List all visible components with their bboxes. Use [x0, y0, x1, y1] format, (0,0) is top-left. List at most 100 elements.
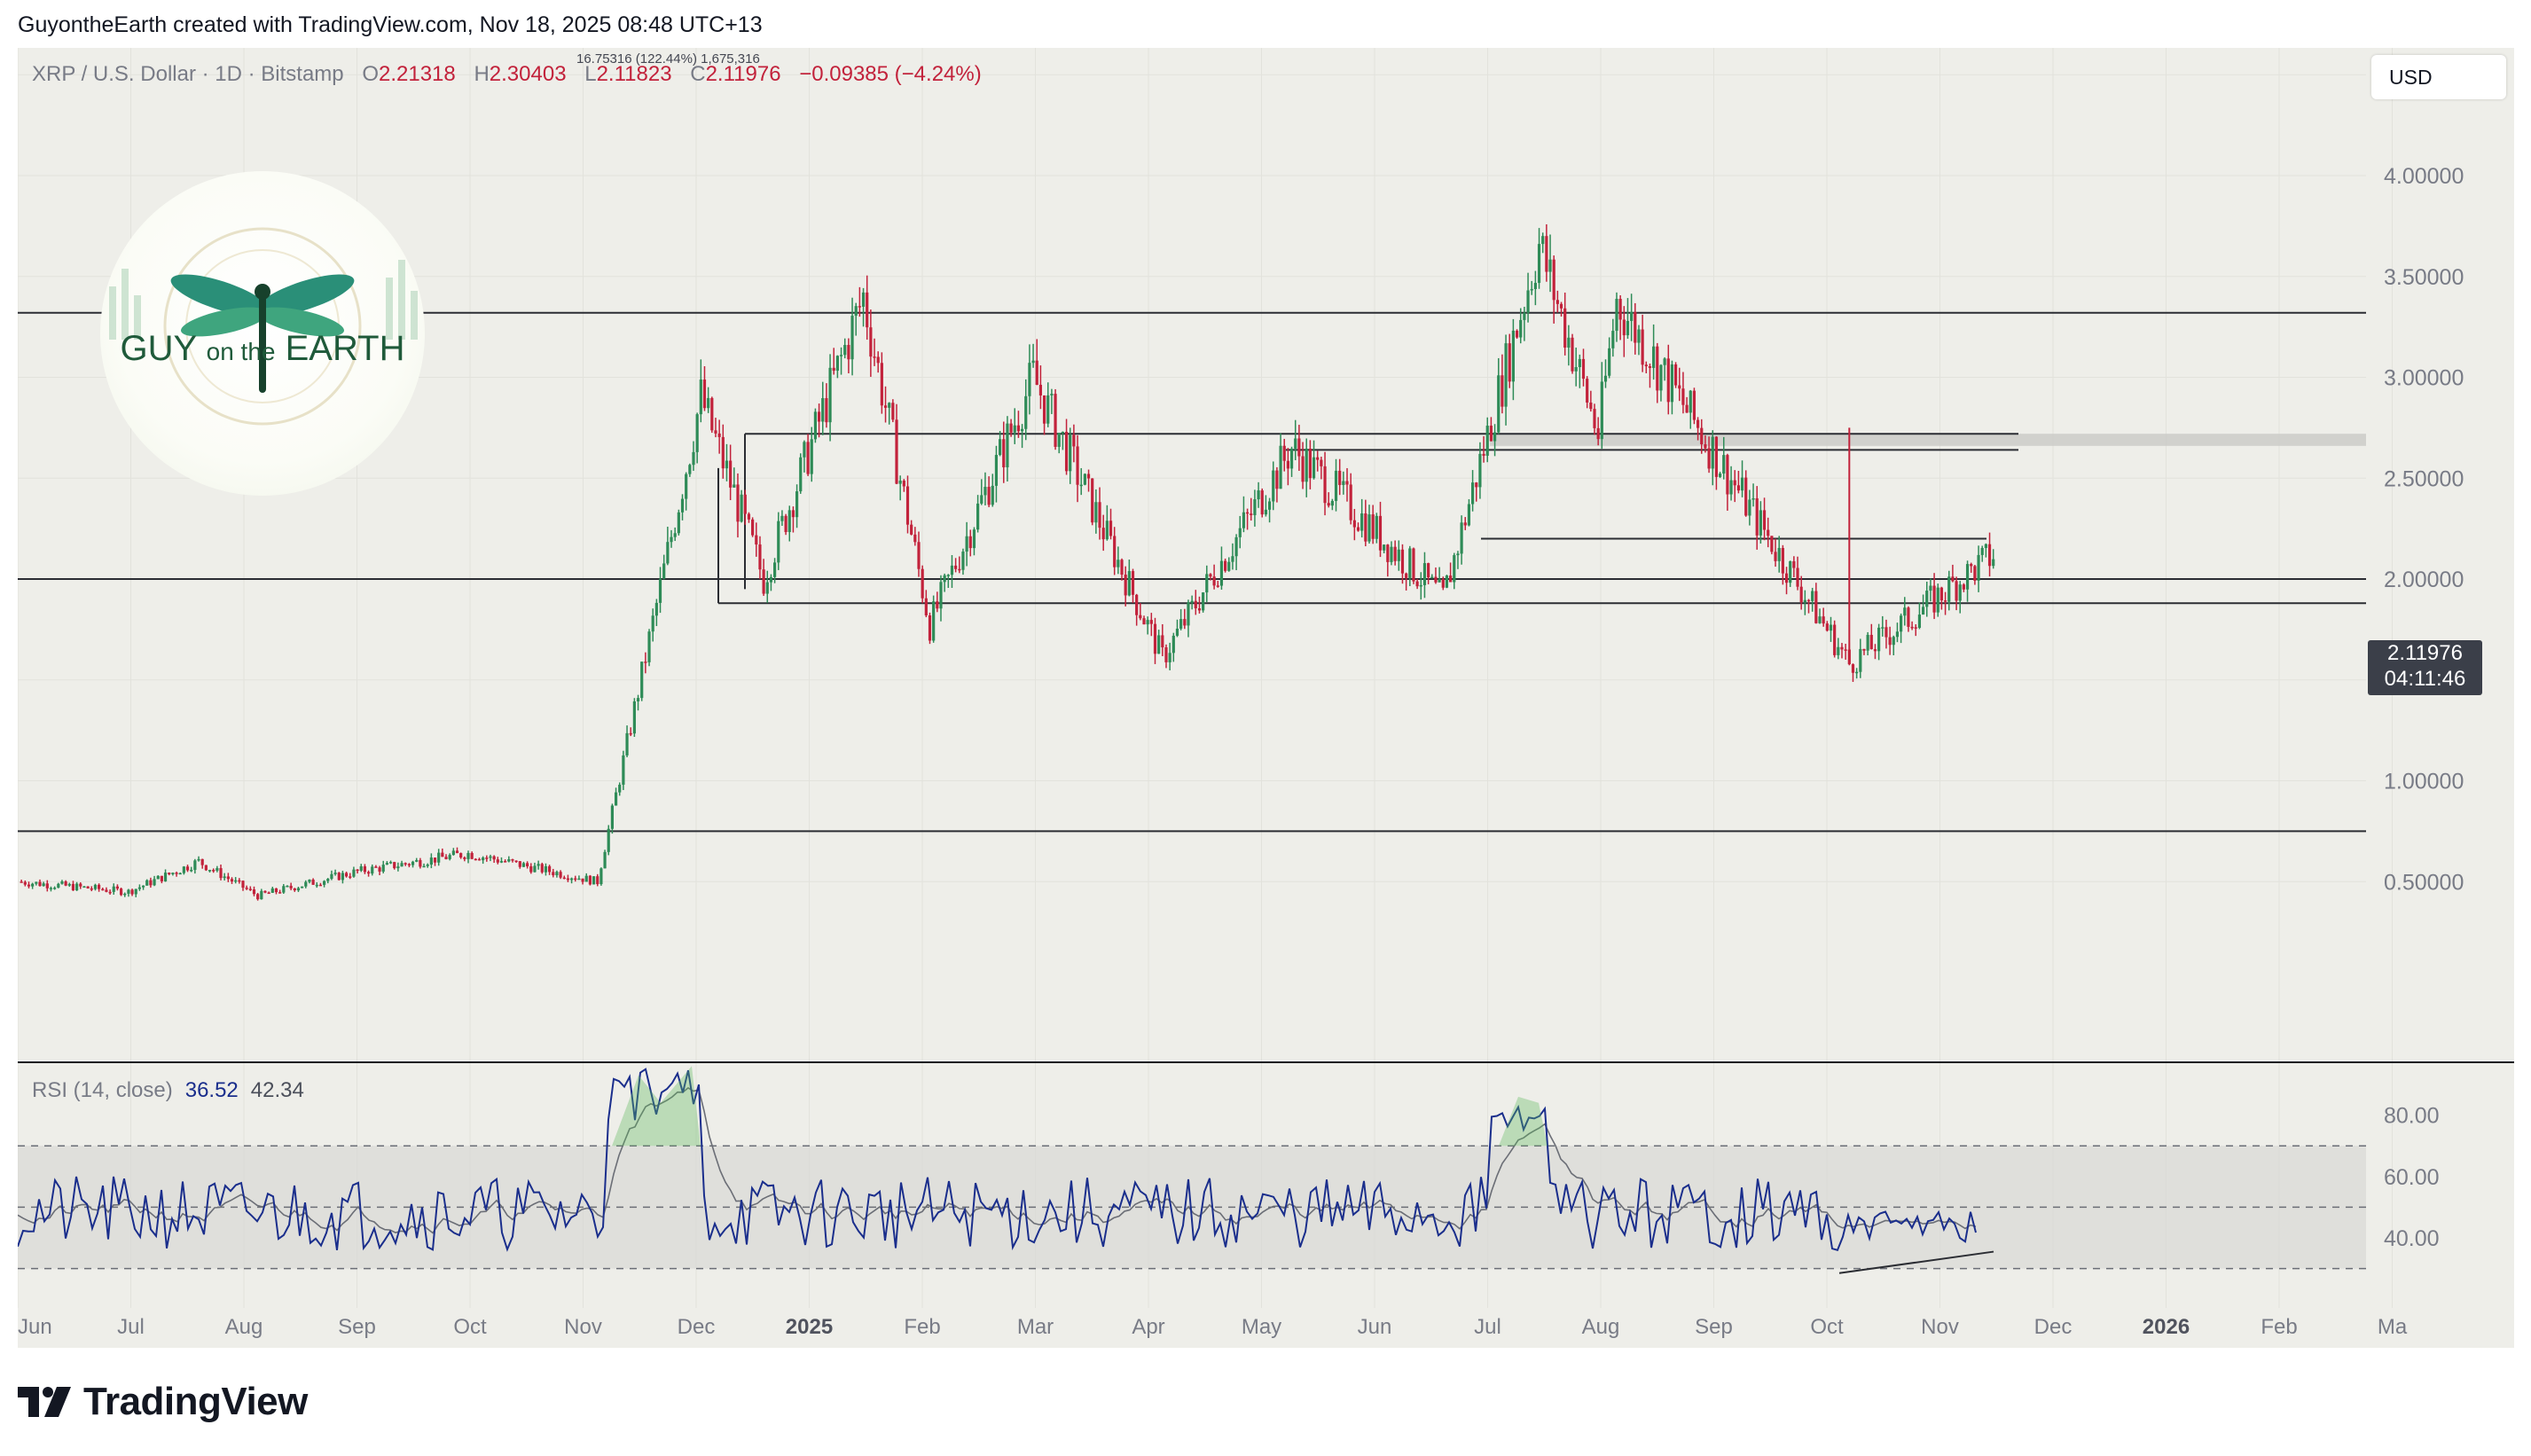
candle-body [954, 565, 958, 569]
candle-body [1320, 459, 1323, 466]
candle-body [584, 875, 588, 882]
candle-body [1485, 426, 1489, 456]
y-tick-label: 4.00000 [2384, 164, 2464, 189]
candle-body [828, 367, 832, 423]
candle-body [1086, 474, 1091, 479]
candle-body [843, 345, 847, 356]
candle-body [1135, 594, 1139, 615]
candle-body [112, 886, 115, 892]
candle-body [38, 881, 42, 887]
candle-body [404, 863, 407, 865]
symbol-legend: XRP / U.S. Dollar · 1D · Bitstamp O2.213… [32, 62, 994, 87]
candle-body [1925, 591, 1929, 607]
candle-body [544, 865, 548, 873]
low-value: 2.11823 [596, 62, 672, 86]
candle-body [1837, 646, 1840, 655]
candle-body [1696, 419, 1700, 428]
candle-body [861, 292, 866, 307]
candle-body [308, 879, 311, 882]
candle-body [1061, 431, 1064, 434]
candle-body [1383, 544, 1386, 551]
candle-body [1932, 585, 1936, 613]
x-tick-label: Dec [2034, 1315, 2073, 1339]
guy-on-the-earth-logo: GUY on the EARTH [100, 171, 425, 496]
candle-body [1603, 375, 1608, 382]
candle-body [1168, 653, 1171, 662]
candle-body [485, 857, 489, 859]
candle-body [562, 877, 566, 880]
candle-body [441, 852, 444, 857]
candle-body [1818, 616, 1822, 623]
candle-body [1042, 395, 1046, 424]
x-tick-label: Jun [1358, 1315, 1392, 1339]
candle-body [1038, 384, 1043, 395]
candle-body [1054, 394, 1057, 447]
candle-body [323, 881, 326, 885]
candle-body [1275, 470, 1279, 489]
candle-body [1740, 477, 1744, 491]
tradingview-icon [18, 1387, 71, 1417]
candle-body [1456, 553, 1460, 556]
candle-body [614, 792, 618, 806]
candle-body [736, 484, 740, 522]
candle-body [1939, 587, 1944, 601]
candle-body [64, 881, 67, 886]
candle-body [968, 536, 972, 549]
candle-body [1157, 635, 1161, 654]
candle-body [160, 875, 163, 881]
candle-body [1796, 568, 1799, 587]
candle-body [1250, 513, 1253, 515]
candle-body [1903, 607, 1907, 616]
candle-body [1767, 529, 1770, 536]
candle-body [185, 866, 190, 871]
candle-body [286, 885, 289, 888]
currency-selector[interactable]: USD [2371, 55, 2506, 99]
candle-body [1146, 620, 1149, 625]
candle-body [1900, 615, 1903, 632]
candle-body [946, 575, 950, 576]
candle-body [1951, 576, 1955, 582]
candle-body [260, 890, 263, 900]
candle-body [98, 884, 101, 889]
candle-body [1282, 445, 1286, 461]
x-tick-label: Feb [2261, 1315, 2297, 1339]
candle-body [747, 513, 751, 520]
candle-body [821, 397, 825, 422]
candle-body [566, 878, 570, 881]
candle-body [1674, 364, 1678, 386]
candle-body [1334, 470, 1338, 501]
candle-body [1722, 455, 1726, 474]
candle-body [677, 512, 680, 534]
candle-body [1164, 647, 1168, 662]
candle-body [1101, 528, 1105, 540]
candle-body [1117, 560, 1120, 568]
chart-area[interactable]: 0.500001.000001.500002.000002.500003.000… [18, 48, 2514, 1348]
x-tick-label: Aug [1582, 1315, 1620, 1339]
candle-body [1962, 584, 1965, 590]
candle-body [1689, 390, 1692, 413]
candle-body [1581, 358, 1586, 380]
candle-body [1545, 236, 1548, 272]
logo-text: GUY on the EARTH [100, 329, 425, 369]
y-tick-label: 2.50000 [2384, 466, 2464, 491]
candle-body [208, 870, 212, 872]
candle-body [1242, 512, 1246, 528]
candle-body [1526, 290, 1530, 313]
candle-body [1869, 634, 1873, 650]
candle-body [1305, 448, 1308, 482]
candle-body [740, 494, 743, 522]
candle-body [902, 481, 905, 487]
candle-body [866, 292, 869, 328]
candle-body [1641, 329, 1644, 365]
tradingview-logo[interactable]: TradingView [18, 1380, 308, 1424]
candle-body [455, 850, 459, 854]
candle-body [1618, 299, 1622, 320]
price-chart[interactable]: 0.500001.000001.500002.000002.500003.000… [18, 48, 2514, 1348]
candle-body [662, 563, 666, 579]
candle-body [1113, 536, 1117, 568]
candle-body [1064, 431, 1069, 472]
candle-body [1190, 600, 1194, 603]
candle-body [658, 578, 662, 603]
candle-body [1855, 671, 1859, 674]
high-label: H [474, 62, 490, 86]
